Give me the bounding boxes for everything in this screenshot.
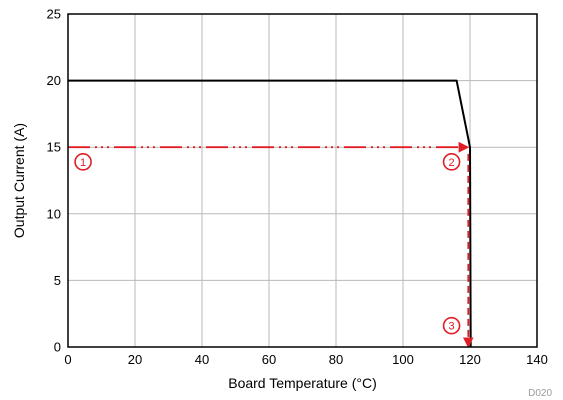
annotation-layer: 1 2 3 xyxy=(74,153,461,335)
step-marker-1: 1 xyxy=(74,153,92,171)
y-tick-label: 25 xyxy=(47,7,61,22)
y-tick-label: 0 xyxy=(54,340,61,355)
plot-frame xyxy=(67,13,538,348)
figure-code: D020 xyxy=(528,388,552,399)
y-tick-label: 20 xyxy=(47,73,61,88)
tick-labels: 0 20 40 60 80 100 120 140 0 5 10 15 20 25 xyxy=(47,7,548,368)
y-tick-label: 10 xyxy=(47,206,61,221)
series-layer xyxy=(68,79,474,349)
x-tick-label: 0 xyxy=(64,352,71,367)
grid xyxy=(68,14,537,347)
step-marker-label: 2 xyxy=(449,157,455,169)
x-tick-label: 40 xyxy=(195,352,209,367)
x-tick-label: 60 xyxy=(262,352,276,367)
step-marker-label: 3 xyxy=(449,321,455,333)
step-marker-circle xyxy=(442,316,461,335)
y-tick-label: 5 xyxy=(54,273,61,288)
step-marker-3: 3 xyxy=(442,316,461,335)
step-marker-2: 2 xyxy=(442,153,461,171)
x-tick-label: 20 xyxy=(128,352,142,367)
step-marker-label: 1 xyxy=(80,157,86,169)
step-marker-circle xyxy=(74,153,92,171)
x-tick-label: 140 xyxy=(526,352,548,367)
derating-curve-0 xyxy=(68,79,472,348)
step-marker-circle xyxy=(442,153,461,171)
x-tick-label: 100 xyxy=(392,352,414,367)
x-tick-label: 120 xyxy=(459,352,481,367)
y-tick-label: 15 xyxy=(47,140,61,155)
x-tick-label: 80 xyxy=(329,352,343,367)
x-axis-title: Board Temperature (°C) xyxy=(228,375,377,391)
y-axis-title: Output Current (A) xyxy=(11,123,27,238)
